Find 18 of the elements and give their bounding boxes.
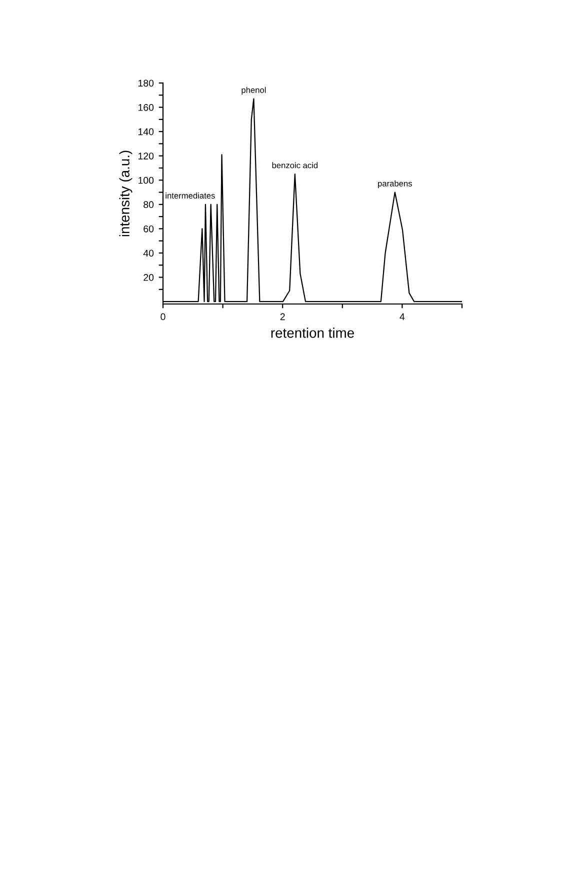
y-tick-label: 100: [138, 176, 154, 184]
y-tick-label: 120: [138, 152, 154, 160]
x-axis-title: retention time: [271, 328, 354, 338]
x-tick-label: 4: [400, 313, 405, 320]
y-tick-label: 140: [138, 128, 154, 136]
y-tick-label: 60: [144, 225, 154, 232]
y-tick-label: 160: [138, 104, 154, 111]
y-tick-label: 40: [143, 250, 154, 257]
annotation: intermediates: [166, 192, 215, 199]
annotation: parabens: [378, 180, 412, 188]
annotation: benzoic acid: [272, 162, 318, 168]
y-axis-title: intensity (a.u.): [119, 150, 132, 236]
annotation: phenol: [242, 86, 266, 95]
y-tick-label: 80: [144, 201, 154, 208]
y-tick-label: 180: [138, 80, 154, 87]
x-tick-label: 2: [280, 313, 285, 320]
x-tick-label: 0: [160, 313, 166, 320]
y-tick-label: 20: [144, 274, 154, 281]
